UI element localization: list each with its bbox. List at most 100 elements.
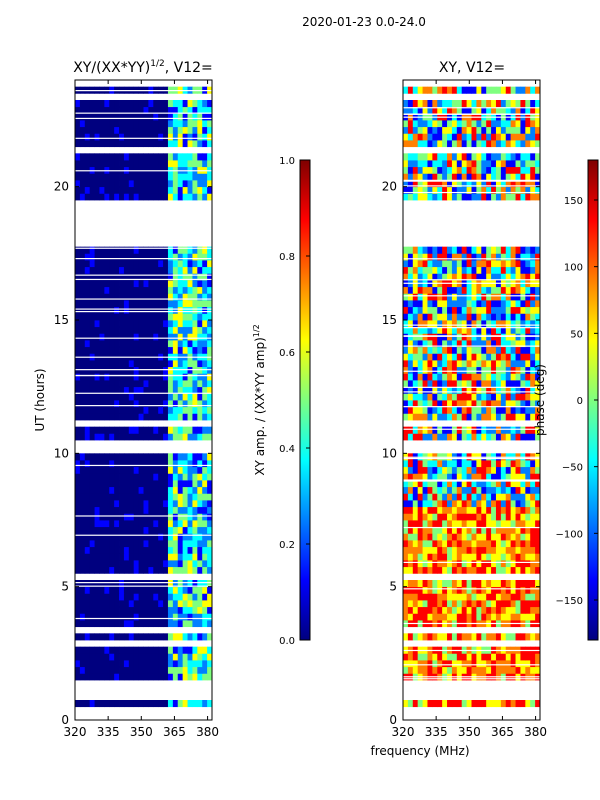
heatmap-cell: [182, 320, 188, 328]
heatmap-cell: [412, 460, 419, 468]
heatmap-cell: [114, 513, 120, 521]
heatmap-cell: [148, 380, 154, 388]
heatmap-cell: [104, 260, 110, 268]
heatmap-cell: [123, 100, 130, 108]
heatmap-cell: [202, 300, 208, 308]
heatmap-cell: [447, 660, 453, 668]
heatmap-cell: [84, 506, 91, 514]
x-tick-label: 380: [196, 725, 219, 739]
heatmap-cell: [486, 466, 492, 474]
heatmap-cell: [207, 540, 212, 548]
heatmap-cell: [486, 133, 492, 141]
heatmap-cell: [133, 646, 139, 654]
heatmap-cell: [495, 526, 502, 534]
heatmap-cell: [530, 140, 536, 148]
heatmap-cell: [177, 306, 184, 314]
heatmap-cell: [192, 393, 198, 401]
heatmap-cell: [525, 140, 531, 148]
heatmap-gap-line: [403, 282, 540, 284]
heatmap-cell: [187, 486, 193, 494]
heatmap-cell: [128, 320, 135, 328]
heatmap-cell: [437, 546, 443, 554]
heatmap-cell: [486, 333, 492, 341]
heatmap-cell: [84, 500, 91, 508]
heatmap-cell: [123, 326, 130, 334]
heatmap-cell: [202, 493, 208, 501]
heatmap-cell: [79, 586, 86, 594]
right-xlabel: frequency (MHz): [370, 744, 469, 758]
heatmap-cell: [163, 113, 169, 121]
heatmap-cell: [104, 373, 110, 381]
heatmap-cell: [530, 160, 536, 168]
heatmap-cell: [417, 300, 423, 308]
heatmap-cell: [412, 260, 419, 268]
heatmap-cell: [466, 700, 472, 708]
heatmap-cell: [500, 106, 507, 114]
heatmap-cell: [520, 520, 526, 528]
heatmap-cell: [187, 266, 193, 274]
heatmap-cell: [476, 700, 482, 708]
heatmap-cell: [456, 633, 463, 641]
heatmap-cell: [515, 246, 521, 254]
heatmap-cell: [515, 653, 521, 661]
heatmap-cell: [197, 133, 203, 141]
heatmap-cell: [138, 253, 144, 261]
heatmap-cell: [94, 586, 100, 594]
heatmap-cell: [104, 106, 110, 114]
heatmap-cell: [451, 253, 458, 261]
heatmap-cell: [500, 286, 507, 294]
heatmap-cell: [133, 400, 139, 408]
heatmap-cell: [495, 180, 502, 188]
heatmap-cell: [495, 380, 502, 388]
heatmap-cell: [442, 193, 448, 201]
heatmap-cell: [197, 673, 203, 681]
heatmap-cell: [486, 546, 492, 554]
heatmap-cell: [530, 346, 536, 354]
heatmap-cell: [172, 473, 179, 481]
heatmap-cell: [456, 606, 463, 614]
heatmap-cell: [486, 100, 492, 108]
heatmap-cell: [403, 566, 409, 574]
heatmap-cell: [143, 133, 149, 141]
heatmap-cell: [128, 613, 135, 621]
heatmap-cell: [515, 326, 521, 334]
heatmap-cell: [94, 293, 100, 301]
heatmap-cell: [481, 593, 487, 601]
heatmap-cell: [437, 666, 443, 674]
heatmap-cell: [500, 160, 507, 168]
heatmap-cell: [451, 566, 458, 574]
heatmap-cell: [172, 293, 179, 301]
heatmap-cell: [114, 653, 120, 661]
heatmap-cell: [109, 500, 115, 508]
heatmap-cell: [525, 666, 531, 674]
heatmap-cell: [481, 500, 487, 508]
heatmap-cell: [153, 400, 159, 408]
heatmap-cell: [128, 466, 135, 474]
heatmap-cell: [99, 246, 105, 254]
heatmap-cell: [476, 500, 482, 508]
heatmap-cell: [123, 466, 130, 474]
heatmap-gap-line: [75, 90, 212, 92]
heatmap-cell: [167, 160, 174, 168]
heatmap-cell: [486, 246, 492, 254]
heatmap-cell: [461, 433, 467, 441]
heatmap-cell: [153, 660, 159, 668]
heatmap-cell: [104, 473, 110, 481]
heatmap-cell: [187, 426, 193, 434]
heatmap-cell: [148, 660, 154, 668]
heatmap-cell: [202, 306, 208, 314]
heatmap-cell: [123, 580, 130, 588]
heatmap-cell: [535, 320, 540, 328]
heatmap-cell: [437, 326, 443, 334]
heatmap-cell: [172, 426, 179, 434]
heatmap-cell: [84, 413, 91, 421]
heatmap-cell: [407, 326, 414, 334]
heatmap-cell: [520, 320, 526, 328]
heatmap-cell: [412, 293, 419, 301]
heatmap-cell: [412, 393, 419, 401]
heatmap-cell: [99, 320, 105, 328]
heatmap-cell: [202, 106, 208, 114]
heatmap-cell: [187, 133, 193, 141]
heatmap-cell: [143, 500, 149, 508]
